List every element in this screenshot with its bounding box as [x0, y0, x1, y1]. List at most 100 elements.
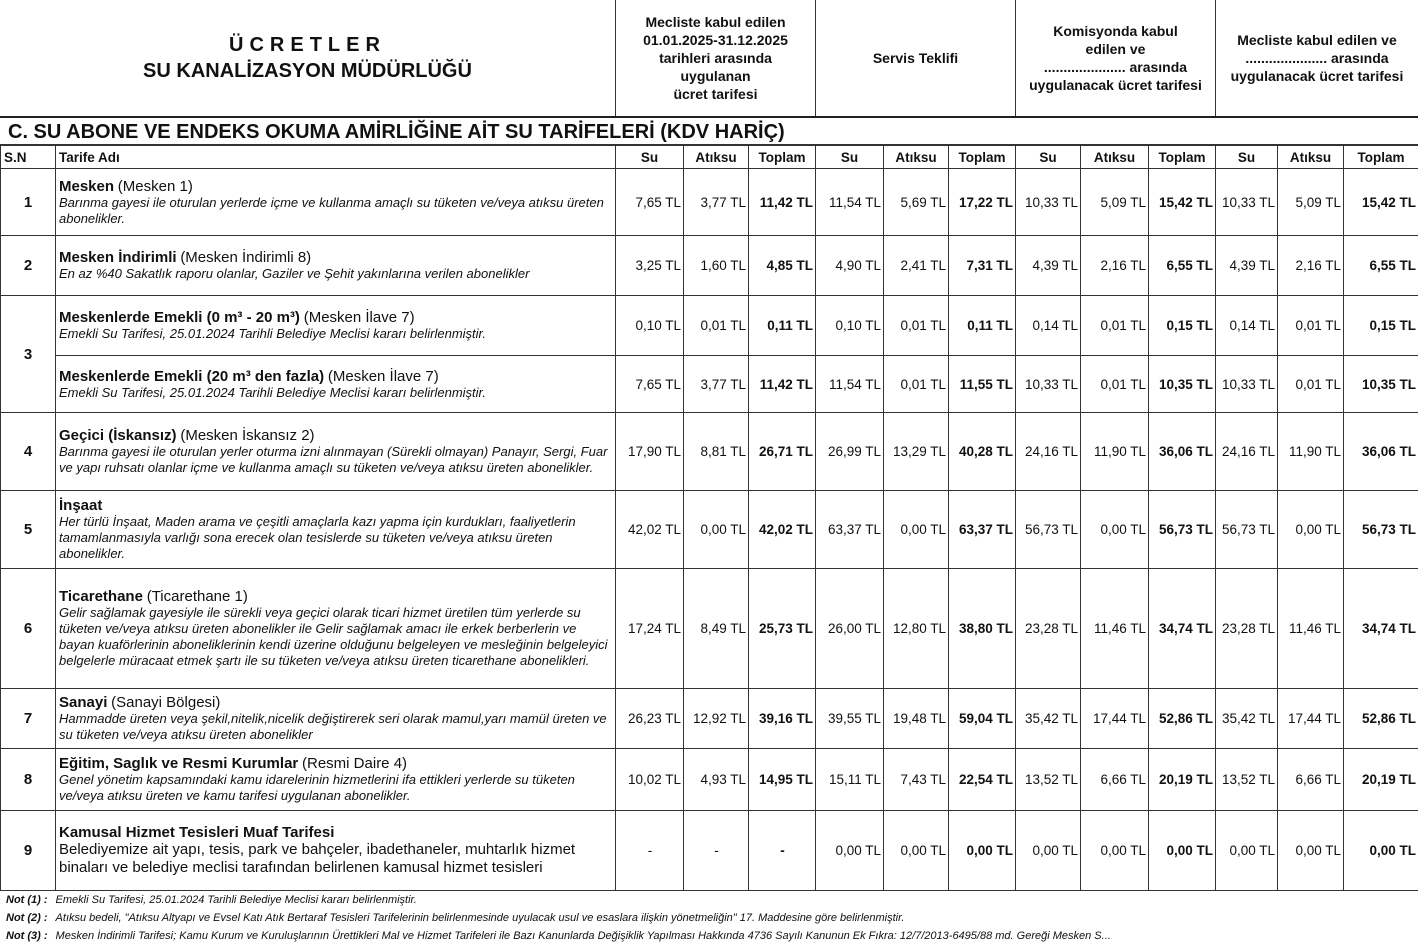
tariff-name-line: İnşaat [59, 497, 612, 514]
tariff-value: 4,93 TL [683, 748, 749, 811]
tariff-value: 8,49 TL [683, 568, 749, 689]
tariff-value: 17,90 TL [615, 412, 684, 491]
tariff-value: 4,39 TL [1215, 235, 1278, 296]
tariff-value: 52,86 TL [1343, 688, 1418, 749]
tariff-name: Mesken İndirimli [59, 249, 177, 266]
tariff-value: 19,48 TL [883, 688, 949, 749]
note-text: Atıksu bedeli, "Atıksu Altyapı ve Evsel … [55, 912, 905, 924]
column-header: Atıksu [683, 145, 749, 169]
note: Not (2) : Atıksu bedeli, "Atıksu Altyapı … [6, 909, 1418, 927]
tariff-value: 6,66 TL [1277, 748, 1344, 811]
tariff-name: Eğitim, Saglık ve Resmi Kurumlar [59, 755, 299, 772]
row-number: 3 [0, 295, 56, 413]
tariff-value: 22,54 TL [948, 748, 1016, 811]
tariff-name-line: Sanayi (Sanayi Bölgesi) [59, 694, 612, 711]
tariff-value: 11,90 TL [1277, 412, 1344, 491]
tariff-value: 56,73 TL [1343, 490, 1418, 569]
tariff-value: 38,80 TL [948, 568, 1016, 689]
tariff-group-header: Mecliste kabul edilen ve................… [1215, 0, 1418, 116]
tariff-description: Genel yönetim kapsamındaki kamu idareler… [59, 772, 575, 803]
tariff-value: 63,37 TL [815, 490, 884, 569]
tariff-value: 34,74 TL [1148, 568, 1216, 689]
tariff-value: 35,42 TL [1215, 688, 1278, 749]
tariff-name-cell: Meskenlerde Emekli (0 m³ - 20 m³) (Meske… [55, 295, 616, 356]
note-text: Emekli Su Tarifesi, 25.01.2024 Tarihli B… [55, 894, 417, 906]
tariff-value: 0,01 TL [1080, 295, 1149, 356]
tariff-value: 59,04 TL [948, 688, 1016, 749]
row-number: 7 [0, 688, 56, 749]
tariff-value: 20,19 TL [1343, 748, 1418, 811]
column-header: Su [1015, 145, 1081, 169]
tariff-description: Gelir sağlamak gayesiyle ile sürekli vey… [59, 605, 608, 668]
tariff-value: 10,35 TL [1148, 355, 1216, 413]
tariff-value: 24,16 TL [1215, 412, 1278, 491]
tariff-name-line: Geçici (İskansız) (Mesken İskansız 2) [59, 427, 612, 444]
tariff-name: Meskenlerde Emekli (20 m³ den fazla) [59, 367, 325, 385]
tariff-value: 4,90 TL [815, 235, 884, 296]
tariff-name-cell: Mesken İndirimli (Mesken İndirimli 8) En … [55, 235, 616, 296]
tariff-value: 7,65 TL [615, 355, 684, 413]
tariff-row: 2 Mesken İndirimli (Mesken İndirimli 8) En… [0, 235, 1418, 296]
column-header: Tarife Adı [55, 145, 616, 169]
tariff-value: 26,71 TL [748, 412, 816, 491]
tariff-value: 6,55 TL [1343, 235, 1418, 296]
row-number: 6 [0, 568, 56, 689]
group-header-line: 01.01.2025-31.12.2025 [643, 32, 788, 48]
tariff-name-line: Mesken (Mesken 1) [59, 178, 612, 195]
column-header: Atıksu [883, 145, 949, 169]
tariff-value: 14,95 TL [748, 748, 816, 811]
group-header-line: Servis Teklifi [872, 50, 959, 66]
tariff-code: (Resmi Daire 4) [302, 755, 408, 772]
tariff-value: 3,25 TL [615, 235, 684, 296]
tariff-value: 10,33 TL [1015, 168, 1081, 236]
group-header-line: edilen ve [1085, 41, 1146, 57]
tariff-value: 4,85 TL [748, 235, 816, 296]
tariff-value: 10,33 TL [1015, 355, 1081, 413]
tariff-row: 4 Geçici (İskansız) (Mesken İskansız 2) Ba… [0, 412, 1418, 491]
row-number: 4 [0, 412, 56, 491]
tariff-value: 0,01 TL [1277, 355, 1344, 413]
tariff-name-cell: Ticarethane (Ticarethane 1) Gelir sağlama… [55, 568, 616, 689]
note: Not (3) : Mesken İndirimli Tarifesi; Kamu… [6, 927, 1418, 945]
tariff-value: 11,42 TL [748, 355, 816, 413]
tariff-value: 24,16 TL [1015, 412, 1081, 491]
title-line: ÜCRETLER [229, 34, 386, 56]
note-label: Not (2) : [6, 912, 48, 924]
tariff-name-cell: Mesken (Mesken 1) Barınma gayesi ile otur… [55, 168, 616, 236]
tariff-code: (Ticarethane 1) [146, 588, 248, 605]
tariff-code: (Mesken 1) [117, 177, 193, 195]
column-header: Toplam [1148, 145, 1216, 169]
tariff-value: 52,86 TL [1148, 688, 1216, 749]
tariff-value: 11,46 TL [1277, 568, 1344, 689]
tariff-name: Sanayi [59, 694, 108, 711]
tariff-name-cell: Geçici (İskansız) (Mesken İskansız 2) Bar… [55, 412, 616, 491]
group-header-line: tarihleri arasında [659, 50, 772, 66]
group-header-line: uygulanan [680, 68, 751, 84]
tariff-row: 7 Sanayi (Sanayi Bölgesi) Hammadde üreten … [0, 688, 1418, 749]
group-header-line: Komisyonda kabul [1053, 23, 1178, 39]
header-title: ÜCRETLER SU KANALİZASYON MÜDÜRLÜĞÜ [0, 0, 615, 116]
row-number: 5 [0, 490, 56, 569]
tariff-value: 5,09 TL [1080, 168, 1149, 236]
tariff-value: 11,42 TL [748, 168, 816, 236]
tariff-value: 39,55 TL [815, 688, 884, 749]
tariff-value: 7,65 TL [615, 168, 684, 236]
tariff-value: 0,00 TL [1215, 810, 1278, 891]
tariff-value: 26,99 TL [815, 412, 884, 491]
section-title: C. SU ABONE VE ENDEKS OKUMA AMİRLİĞİNE A… [0, 118, 1418, 145]
tariff-value: 10,33 TL [1215, 168, 1278, 236]
tariff-name-cell: İnşaat Her türlü İnşaat, Maden arama ve ç… [55, 490, 616, 569]
tariff-value: 11,55 TL [948, 355, 1016, 413]
tariff-value: 0,00 TL [683, 490, 749, 569]
tariff-value: 15,11 TL [815, 748, 884, 811]
column-header-row: S.N Tarife Adı Su Atıksu Toplam Su Atıksu Topla… [0, 145, 1418, 169]
tariff-value: 0,11 TL [948, 295, 1016, 356]
tariff-value: 11,46 TL [1080, 568, 1149, 689]
tariff-value: 35,42 TL [1015, 688, 1081, 749]
tariff-value: 56,73 TL [1148, 490, 1216, 569]
tariff-description: En az %40 Sakatlık raporu olanlar, Gazil… [59, 266, 530, 281]
tariff-value: 0,15 TL [1148, 295, 1216, 356]
tariff-group-header: Servis Teklifi [815, 0, 1015, 116]
tariff-value: 12,92 TL [683, 688, 749, 749]
tariff-value: 13,52 TL [1015, 748, 1081, 811]
